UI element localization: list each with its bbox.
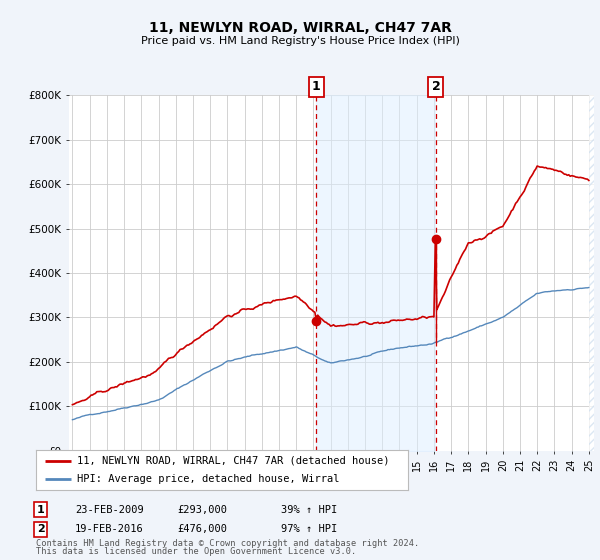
Text: 97% ↑ HPI: 97% ↑ HPI — [281, 524, 337, 534]
Text: HPI: Average price, detached house, Wirral: HPI: Average price, detached house, Wirr… — [77, 474, 340, 484]
Text: 1: 1 — [311, 81, 320, 94]
Text: 23-FEB-2009: 23-FEB-2009 — [75, 505, 144, 515]
Text: Contains HM Land Registry data © Crown copyright and database right 2024.: Contains HM Land Registry data © Crown c… — [36, 539, 419, 548]
Text: 1: 1 — [37, 505, 44, 515]
Text: 19-FEB-2016: 19-FEB-2016 — [75, 524, 144, 534]
Text: 2: 2 — [431, 81, 440, 94]
Text: £476,000: £476,000 — [177, 524, 227, 534]
Text: 11, NEWLYN ROAD, WIRRAL, CH47 7AR: 11, NEWLYN ROAD, WIRRAL, CH47 7AR — [149, 21, 451, 35]
Text: Price paid vs. HM Land Registry's House Price Index (HPI): Price paid vs. HM Land Registry's House … — [140, 36, 460, 46]
Text: 2: 2 — [37, 524, 44, 534]
Text: 11, NEWLYN ROAD, WIRRAL, CH47 7AR (detached house): 11, NEWLYN ROAD, WIRRAL, CH47 7AR (detac… — [77, 456, 389, 465]
Text: 39% ↑ HPI: 39% ↑ HPI — [281, 505, 337, 515]
Text: £293,000: £293,000 — [177, 505, 227, 515]
Text: This data is licensed under the Open Government Licence v3.0.: This data is licensed under the Open Gov… — [36, 547, 356, 556]
